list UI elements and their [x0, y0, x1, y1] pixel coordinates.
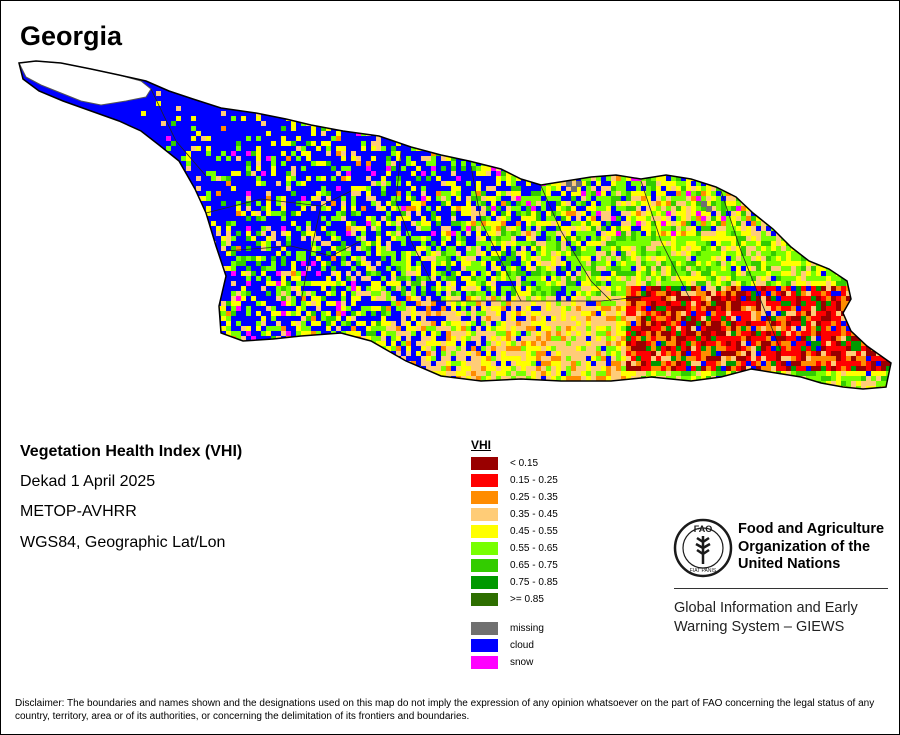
system-name-line-1: Global Information and Early: [674, 600, 858, 616]
projection-label: WGS84, Geographic Lat/Lon: [20, 534, 226, 551]
legend-label: 0.45 - 0.55: [510, 526, 558, 537]
fao-logo-letters: FAO: [694, 524, 713, 534]
legend-swatch: [471, 639, 498, 652]
legend-swatch: [471, 457, 498, 470]
period-label: Dekad 1 April 2025: [20, 473, 156, 490]
legend-label: 0.55 - 0.65: [510, 543, 558, 554]
legend-label: >= 0.85: [510, 594, 544, 605]
disclaimer: Disclaimer: The boundaries and names sho…: [15, 698, 875, 722]
index-name: Vegetation Health Index (VHI): [20, 443, 243, 460]
legend-swatch: [471, 593, 498, 606]
legend-label: 0.25 - 0.35: [510, 492, 558, 503]
vhi-map: [18, 60, 892, 390]
legend-title: VHI: [471, 438, 492, 452]
divider: [674, 588, 888, 589]
legend-label: missing: [510, 623, 544, 634]
legend-swatch: [471, 525, 498, 538]
fao-logo-motto: FIAT PANIS: [690, 568, 717, 574]
legend-label: < 0.15: [510, 458, 539, 469]
organization-name: Food and Agriculture Organization of the…: [738, 521, 899, 574]
legend-label: snow: [510, 657, 534, 668]
legend-label: 0.35 - 0.45: [510, 509, 558, 520]
legend-label: 0.15 - 0.25: [510, 475, 558, 486]
legend-swatch: [471, 656, 498, 669]
legend-label: 0.65 - 0.75: [510, 560, 558, 571]
sensor-label: METOP-AVHRR: [20, 503, 137, 520]
legend-swatch: [471, 542, 498, 555]
fao-logo-icon: FAO FIAT PANIS: [673, 518, 733, 578]
org-name-line-3: United Nations: [738, 556, 841, 572]
legend-swatch: [471, 491, 498, 504]
system-name-line-2: Warning System – GIEWS: [674, 619, 845, 635]
system-name: Global Information and Early Warning Sys…: [674, 599, 894, 637]
legend-swatch: [471, 508, 498, 521]
admin-boundaries: [150, 88, 782, 352]
country-border: [18, 60, 892, 390]
legend-swatch: [471, 576, 498, 589]
org-name-line-1: Food and Agriculture: [738, 521, 885, 537]
legend-swatch: [471, 559, 498, 572]
legend-label: 0.75 - 0.85: [510, 577, 558, 588]
legend-swatch: [471, 622, 498, 635]
legend-swatch: [471, 474, 498, 487]
legend-label: cloud: [510, 640, 534, 651]
map-title: Georgia: [20, 21, 123, 51]
org-name-line-2: Organization of the: [738, 538, 871, 555]
